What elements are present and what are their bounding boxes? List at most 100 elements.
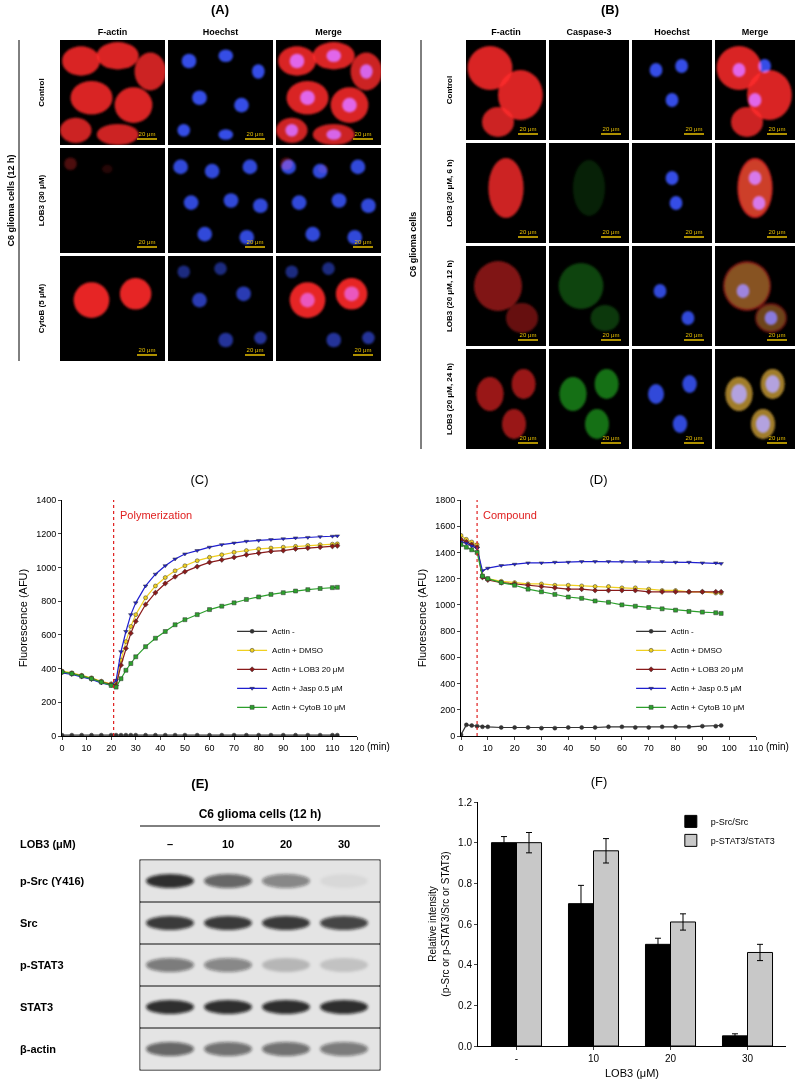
svg-text:Actin -: Actin -: [272, 627, 295, 636]
svg-text:20 μm: 20 μm: [247, 239, 264, 245]
svg-text:0: 0: [450, 731, 455, 741]
svg-text:40: 40: [155, 743, 165, 753]
svg-text:LOB3 (μM): LOB3 (μM): [605, 1067, 659, 1079]
svg-text:0.2: 0.2: [458, 1000, 472, 1011]
svg-text:70: 70: [644, 743, 654, 753]
svg-text:p-STAT3/STAT3: p-STAT3/STAT3: [711, 836, 775, 846]
svg-text:1800: 1800: [435, 495, 455, 505]
svg-text:200: 200: [440, 705, 455, 715]
svg-text:LOB3 (30 μM): LOB3 (30 μM): [37, 174, 46, 226]
svg-text:1000: 1000: [435, 600, 455, 610]
svg-text:800: 800: [41, 596, 56, 606]
svg-text:(F): (F): [591, 774, 608, 789]
svg-text:20 μm: 20 μm: [247, 131, 264, 137]
svg-text:(min): (min): [766, 741, 789, 752]
svg-text:Actin + LOB3 20 μM: Actin + LOB3 20 μM: [272, 665, 344, 674]
svg-text:60: 60: [204, 743, 214, 753]
svg-text:20: 20: [280, 838, 292, 850]
svg-text:10: 10: [588, 1053, 600, 1064]
svg-text:80: 80: [671, 743, 681, 753]
svg-text:Actin + LOB3 20 μM: Actin + LOB3 20 μM: [671, 665, 743, 674]
svg-text:1400: 1400: [36, 495, 56, 505]
svg-text:90: 90: [278, 743, 288, 753]
svg-text:Actin + DMSO: Actin + DMSO: [671, 646, 722, 655]
svg-text:60: 60: [617, 743, 627, 753]
svg-text:Fluorescence (AFU): Fluorescence (AFU): [17, 569, 29, 667]
svg-text:20 μm: 20 μm: [686, 126, 703, 132]
svg-text:Src: Src: [20, 917, 38, 929]
svg-text:20: 20: [510, 743, 520, 753]
svg-text:20 μm: 20 μm: [603, 126, 620, 132]
svg-text:1600: 1600: [435, 521, 455, 531]
svg-text:STAT3: STAT3: [20, 1001, 53, 1013]
svg-text:80: 80: [254, 743, 264, 753]
svg-text:20 μm: 20 μm: [769, 126, 786, 132]
svg-text:100: 100: [300, 743, 315, 753]
svg-text:Actin -: Actin -: [671, 627, 694, 636]
svg-text:LOB3 (20 μM, 12 h): LOB3 (20 μM, 12 h): [445, 260, 454, 332]
svg-text:20 μm: 20 μm: [769, 332, 786, 338]
svg-text:Actin + CytoB 10 μM: Actin + CytoB 10 μM: [671, 703, 745, 712]
svg-text:Caspase-3: Caspase-3: [566, 27, 611, 37]
svg-text:600: 600: [440, 652, 455, 662]
svg-text:Relative intensity(p-Src or p-: Relative intensity(p-Src or p-STAT3/Src …: [427, 851, 451, 996]
svg-text:0: 0: [458, 743, 463, 753]
svg-text:Actin + Jasp 0.5 μM: Actin + Jasp 0.5 μM: [272, 684, 343, 693]
svg-text:800: 800: [440, 626, 455, 636]
svg-text:20 μm: 20 μm: [686, 332, 703, 338]
svg-text:p-Src (Y416): p-Src (Y416): [20, 875, 85, 887]
svg-text:(A): (A): [211, 2, 229, 17]
svg-text:20 μm: 20 μm: [139, 239, 156, 245]
svg-text:0.6: 0.6: [458, 919, 472, 930]
svg-text:1.2: 1.2: [458, 797, 472, 808]
svg-text:30: 30: [131, 743, 141, 753]
svg-text:200: 200: [41, 697, 56, 707]
svg-text:20 μm: 20 μm: [686, 435, 703, 441]
svg-text:120: 120: [349, 743, 364, 753]
svg-text:20: 20: [106, 743, 116, 753]
svg-text:1000: 1000: [36, 563, 56, 573]
svg-text:40: 40: [563, 743, 573, 753]
svg-text:LOB3 (20 μM, 24 h): LOB3 (20 μM, 24 h): [445, 363, 454, 435]
svg-text:p-Src/Src: p-Src/Src: [711, 817, 749, 827]
svg-text:0: 0: [51, 731, 56, 741]
svg-text:0.4: 0.4: [458, 959, 472, 970]
svg-text:30: 30: [536, 743, 546, 753]
svg-text:1.0: 1.0: [458, 837, 472, 848]
svg-text:70: 70: [229, 743, 239, 753]
svg-text:20 μm: 20 μm: [139, 347, 156, 353]
svg-text:10: 10: [483, 743, 493, 753]
svg-text:Merge: Merge: [742, 27, 769, 37]
svg-text:20 μm: 20 μm: [139, 131, 156, 137]
svg-text:Fluorescence (AFU): Fluorescence (AFU): [416, 569, 428, 667]
svg-text:0.8: 0.8: [458, 878, 472, 889]
svg-text:20 μm: 20 μm: [520, 435, 537, 441]
svg-text:CytoB (5 μM): CytoB (5 μM): [37, 284, 46, 334]
svg-text:30: 30: [742, 1053, 754, 1064]
svg-text:30: 30: [338, 838, 350, 850]
svg-text:-: -: [515, 1053, 518, 1064]
svg-text:20 μm: 20 μm: [603, 332, 620, 338]
svg-text:Actin + DMSO: Actin + DMSO: [272, 646, 323, 655]
svg-text:20 μm: 20 μm: [520, 332, 537, 338]
svg-text:20 μm: 20 μm: [769, 229, 786, 235]
svg-text:1200: 1200: [36, 529, 56, 539]
svg-text:50: 50: [180, 743, 190, 753]
svg-text:C6 glioma cells (12 h): C6 glioma cells (12 h): [6, 154, 16, 246]
svg-text:F-actin: F-actin: [491, 27, 521, 37]
svg-text:Actin + CytoB 10 μM: Actin + CytoB 10 μM: [272, 703, 346, 712]
svg-text:Polymerization: Polymerization: [120, 509, 192, 521]
svg-text:400: 400: [440, 679, 455, 689]
svg-text:90: 90: [697, 743, 707, 753]
svg-text:LOB3 (μM): LOB3 (μM): [20, 838, 76, 850]
svg-text:Control: Control: [37, 78, 46, 106]
svg-text:110: 110: [325, 743, 339, 753]
svg-text:β-actin: β-actin: [20, 1043, 56, 1055]
svg-text:F-actin: F-actin: [98, 27, 128, 37]
svg-text:Compound: Compound: [483, 509, 537, 521]
svg-text:0.0: 0.0: [458, 1041, 472, 1052]
svg-text:100: 100: [722, 743, 737, 753]
svg-text:(C): (C): [190, 472, 208, 487]
svg-text:20 μm: 20 μm: [355, 131, 372, 137]
svg-text:(D): (D): [589, 472, 607, 487]
